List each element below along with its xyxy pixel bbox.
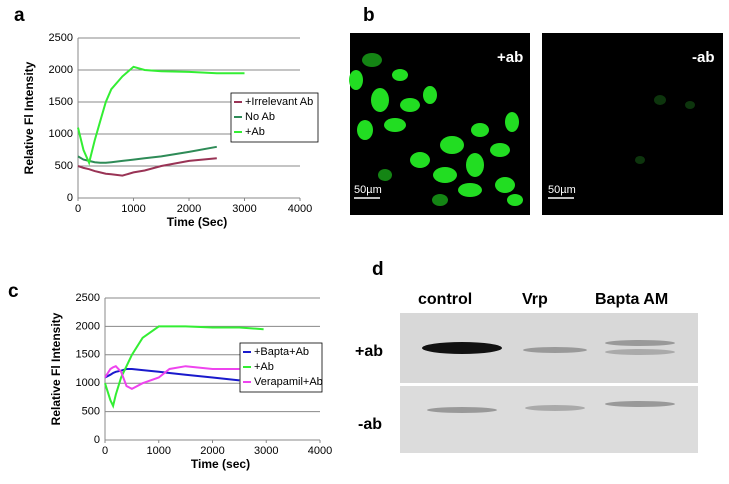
x-axis-title: Time (sec) — [191, 457, 250, 471]
y-axis-title: Relative Fl Intensity — [49, 312, 63, 425]
line-series — [104, 368, 240, 382]
x-tick-label: 0 — [102, 445, 108, 457]
x-tick-label: 1000 — [147, 445, 171, 457]
y-tick-label: 2000 — [76, 320, 100, 332]
y-tick-label: 2500 — [76, 292, 100, 304]
legend-label: Verapamil+Ab — [254, 376, 323, 388]
y-tick-label: 1000 — [49, 128, 73, 140]
line-series — [77, 65, 245, 166]
legend-label: +Irrelevant Ab — [245, 96, 313, 108]
micrograph — [542, 33, 723, 215]
y-axis-title: Relative Fl Intensity — [22, 61, 36, 174]
panel-label: a — [14, 5, 25, 26]
scale-label: 50µm — [548, 184, 576, 196]
column-label: Bapta AM — [595, 291, 668, 308]
column-label: Vrp — [522, 291, 548, 308]
y-tick-label: 1500 — [49, 96, 73, 108]
legend-label: +Bapta+Ab — [254, 346, 309, 358]
column-label: control — [418, 291, 472, 308]
row-label: +ab — [355, 343, 383, 360]
line-series — [104, 365, 240, 391]
x-tick-label: 3000 — [254, 445, 278, 457]
panel-label: c — [8, 281, 19, 302]
row-label: -ab — [358, 416, 382, 433]
image-label: -ab — [692, 49, 715, 66]
y-tick-label: 0 — [94, 434, 100, 446]
cells — [349, 53, 523, 206]
cells — [635, 95, 695, 164]
legend-label: No Ab — [245, 111, 275, 123]
panel-label: d — [372, 259, 384, 280]
legend-label: +Ab — [245, 126, 265, 138]
x-tick-label: 2000 — [200, 445, 224, 457]
legend-label: +Ab — [254, 361, 274, 373]
x-tick-label: 1000 — [121, 203, 145, 215]
y-tick-label: 500 — [55, 160, 73, 172]
line-series — [104, 325, 264, 409]
x-tick-label: 4000 — [288, 203, 312, 215]
x-tick-label: 2000 — [177, 203, 201, 215]
x-tick-label: 4000 — [308, 445, 332, 457]
y-tick-label: 2000 — [49, 64, 73, 76]
x-axis-title: Time (Sec) — [167, 215, 227, 229]
blot — [400, 386, 698, 453]
panel-label: b — [363, 5, 375, 26]
legend-box — [230, 92, 319, 143]
scale-label: 50µm — [354, 184, 382, 196]
bands — [422, 340, 675, 413]
y-tick-label: 1000 — [76, 377, 100, 389]
y-tick-label: 1500 — [76, 349, 100, 361]
x-tick-label: 3000 — [232, 203, 256, 215]
image-label: +ab — [497, 49, 523, 66]
line-series — [77, 157, 217, 177]
x-tick-label: 0 — [75, 203, 81, 215]
y-tick-label: 500 — [82, 406, 100, 418]
legend-box — [239, 342, 323, 393]
y-tick-label: 2500 — [49, 32, 73, 44]
y-tick-label: 0 — [67, 192, 73, 204]
